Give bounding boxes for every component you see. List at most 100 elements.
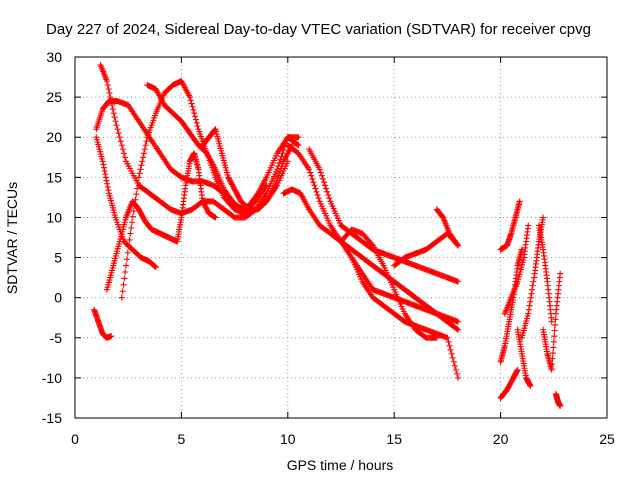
data-point bbox=[134, 185, 141, 192]
data-point bbox=[314, 191, 321, 198]
data-point bbox=[527, 298, 534, 305]
data-point bbox=[121, 275, 128, 282]
data-point bbox=[549, 355, 556, 362]
data-point bbox=[552, 321, 559, 328]
data-point bbox=[540, 214, 547, 221]
data-point bbox=[212, 214, 219, 221]
data-point bbox=[550, 344, 557, 351]
data-point bbox=[448, 350, 455, 357]
data-point bbox=[550, 338, 557, 345]
series-track-n bbox=[348, 254, 462, 381]
data-point bbox=[455, 242, 462, 249]
data-point bbox=[311, 182, 318, 189]
data-point bbox=[120, 281, 127, 288]
data-point bbox=[116, 134, 123, 141]
data-point bbox=[531, 274, 538, 281]
data-point bbox=[128, 224, 135, 231]
data-point bbox=[138, 162, 145, 169]
data-point bbox=[105, 187, 112, 194]
series-track-r bbox=[497, 246, 525, 365]
axis-ticks: 0 5 10 15 20 25 -15 -10 -5 0 5 10 15 20 25 30 bbox=[42, 49, 615, 447]
data-point bbox=[105, 86, 112, 93]
y-tick-label: 30 bbox=[46, 49, 62, 65]
series-track-x bbox=[535, 222, 555, 325]
series-track-q bbox=[433, 206, 462, 249]
data-point bbox=[118, 294, 125, 301]
x-tick-label: 15 bbox=[386, 431, 402, 447]
x-tick-label: 0 bbox=[71, 431, 79, 447]
data-point bbox=[142, 142, 149, 149]
data-point bbox=[139, 158, 146, 165]
data-point bbox=[122, 154, 129, 161]
series-track-t bbox=[497, 198, 523, 253]
data-point bbox=[137, 166, 144, 173]
data-point bbox=[119, 288, 126, 295]
data-point bbox=[322, 182, 329, 189]
data-point bbox=[194, 122, 201, 129]
data-point bbox=[100, 161, 107, 168]
data-point bbox=[455, 278, 462, 285]
data-point bbox=[527, 294, 534, 301]
data-point bbox=[191, 110, 198, 117]
data-point bbox=[189, 103, 196, 110]
data-point bbox=[279, 150, 286, 157]
data-point bbox=[455, 326, 462, 333]
y-tick-label: -10 bbox=[42, 370, 62, 386]
data-point bbox=[548, 366, 555, 373]
data-point bbox=[516, 198, 523, 205]
data-point bbox=[186, 94, 193, 101]
data-point bbox=[103, 177, 110, 184]
data-point bbox=[453, 325, 460, 332]
data-point bbox=[106, 90, 113, 97]
data-point bbox=[552, 316, 559, 323]
data-point bbox=[103, 78, 110, 85]
data-point bbox=[114, 126, 121, 133]
data-point bbox=[452, 366, 459, 373]
series-track-z bbox=[552, 390, 564, 409]
data-point bbox=[453, 370, 460, 377]
data-point bbox=[325, 191, 332, 198]
data-series bbox=[91, 62, 564, 409]
data-point bbox=[117, 138, 124, 145]
data-point bbox=[320, 179, 327, 186]
data-point bbox=[450, 358, 457, 365]
series-track-g bbox=[103, 198, 181, 293]
data-point bbox=[315, 195, 322, 202]
data-point bbox=[549, 361, 556, 368]
y-tick-label: 15 bbox=[46, 169, 62, 185]
x-tick-label: 5 bbox=[178, 431, 186, 447]
x-tick-label: 10 bbox=[280, 431, 296, 447]
data-point bbox=[129, 213, 136, 220]
data-point bbox=[294, 141, 301, 148]
series-track-a bbox=[97, 62, 302, 221]
data-point bbox=[313, 188, 320, 195]
data-point bbox=[309, 175, 316, 182]
data-point bbox=[368, 241, 375, 248]
data-point bbox=[444, 334, 451, 341]
data-point bbox=[133, 191, 140, 198]
data-point bbox=[99, 158, 106, 165]
data-point bbox=[551, 327, 558, 334]
data-point bbox=[192, 116, 199, 123]
y-tick-label: -15 bbox=[42, 410, 62, 426]
data-point bbox=[295, 142, 302, 149]
data-point bbox=[447, 346, 454, 353]
data-point bbox=[124, 249, 131, 256]
data-point bbox=[549, 350, 556, 357]
data-point bbox=[525, 222, 532, 229]
data-point bbox=[324, 188, 331, 195]
series-track-k bbox=[306, 146, 462, 285]
series-track-v bbox=[514, 326, 534, 389]
series-track-y bbox=[540, 270, 564, 373]
data-point bbox=[326, 195, 333, 202]
data-point bbox=[193, 119, 200, 126]
data-point bbox=[316, 166, 323, 173]
series-track-s bbox=[497, 366, 521, 401]
data-point bbox=[514, 366, 521, 373]
data-point bbox=[319, 175, 326, 182]
y-tick-label: 20 bbox=[46, 129, 62, 145]
series-track-e bbox=[93, 134, 159, 271]
data-point bbox=[102, 174, 109, 181]
data-point bbox=[454, 241, 461, 248]
y-tick-label: 25 bbox=[46, 89, 62, 105]
